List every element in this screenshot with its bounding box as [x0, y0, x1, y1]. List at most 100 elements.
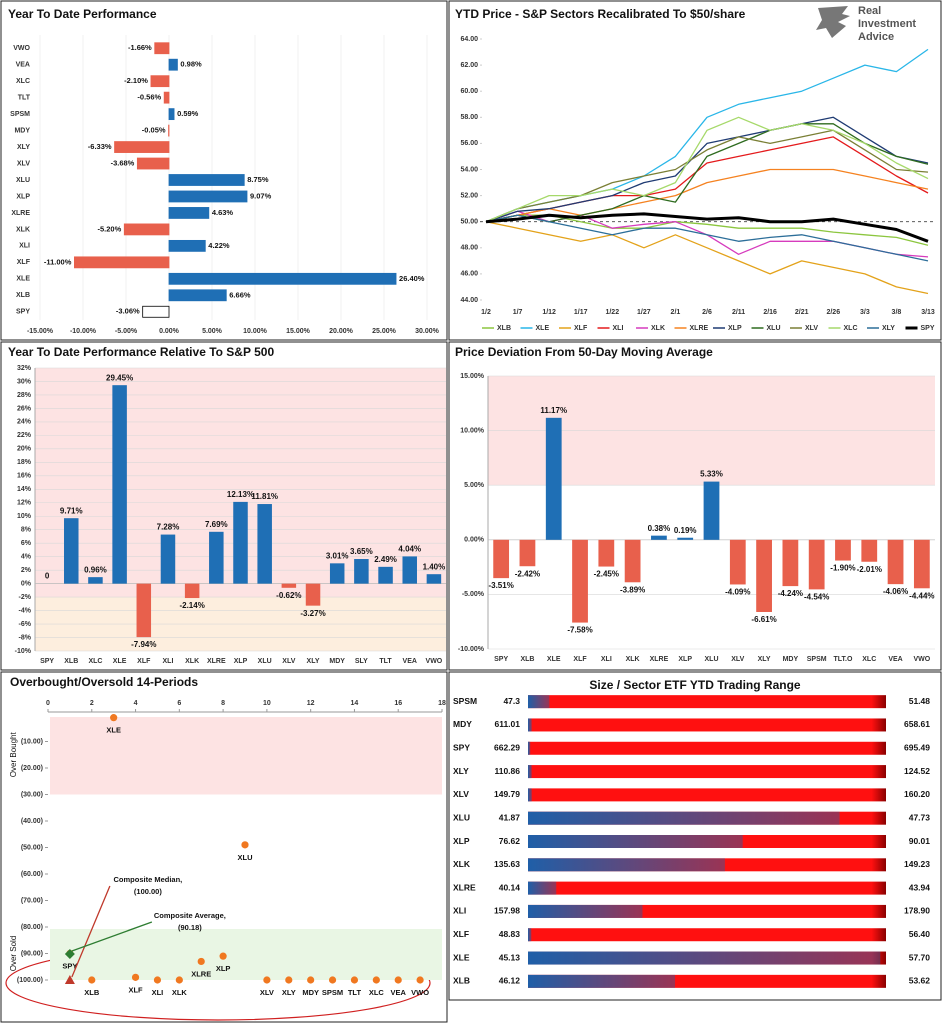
x-tick-label: XLE: [113, 658, 127, 665]
y-tick-label: 4%: [21, 554, 32, 561]
value-label: -3.68%: [111, 159, 135, 168]
category-label: XLF: [17, 259, 31, 266]
value-label: -5.20%: [98, 224, 122, 233]
low-label: 40.14: [499, 882, 521, 892]
x-tick-label: 3/8: [892, 309, 902, 316]
point: [263, 976, 271, 984]
value-label: -7.94%: [131, 640, 156, 649]
row-label: XLP: [453, 836, 470, 846]
x-tick-label: MDY: [783, 656, 799, 663]
range-bar: [528, 928, 886, 942]
x-tick-label: 2: [90, 700, 94, 707]
point-label: XLI: [152, 988, 164, 997]
x-tick-label: -15.00%: [27, 328, 54, 335]
bar: [677, 537, 694, 540]
y-tick-label: 6%: [21, 540, 32, 547]
point-label: XLC: [369, 988, 385, 997]
point: [110, 714, 118, 722]
bar: [402, 556, 417, 584]
low-label: 110.86: [494, 766, 520, 776]
x-tick-label: XLV: [731, 656, 744, 663]
bar: [281, 583, 297, 588]
chart-title: Year To Date Performance Relative To S&P…: [8, 345, 274, 359]
x-tick-label: XLB: [520, 656, 534, 663]
x-tick-label: 20.00%: [329, 328, 354, 335]
x-tick-label: XLC: [88, 658, 102, 665]
low-label: 45.13: [499, 952, 521, 962]
value-label: -4.09%: [725, 588, 750, 597]
y-tick-label: -5.00%: [462, 591, 485, 598]
value-label: -6.61%: [751, 615, 776, 624]
logo-icon: [816, 6, 850, 38]
x-tick-label: XLI: [163, 658, 174, 665]
value-label: -7.58%: [567, 626, 592, 635]
point-label: XLK: [172, 988, 188, 997]
value-label: 12.13%: [227, 490, 254, 499]
legend-label: XLB: [497, 325, 511, 332]
legend-label: XLU: [767, 325, 781, 332]
value-label: 11.81%: [251, 492, 278, 501]
legend-label: XLE: [536, 325, 550, 332]
value-label: 0.59%: [177, 109, 199, 118]
value-label: -3.51%: [488, 581, 513, 590]
bar: [329, 563, 345, 584]
x-tick-label: VEA: [403, 658, 417, 665]
x-tick-label: XLY: [758, 656, 771, 663]
x-tick-label: 0.00%: [159, 328, 180, 335]
panel-border: [0, 0, 448, 341]
x-tick-label: XLK: [185, 658, 199, 665]
annotation-marker: [64, 975, 75, 984]
x-tick-label: TLT: [379, 658, 392, 665]
y-tick-label: 46.00: [460, 271, 478, 278]
x-tick-label: 0: [46, 700, 50, 707]
y-tick-label: -10%: [15, 648, 32, 655]
y-tick-label: (90.00): [21, 950, 43, 957]
x-tick-label: XLK: [626, 656, 640, 663]
y-tick-label: 30%: [17, 378, 32, 385]
point-label: XLE: [106, 726, 121, 735]
category-label: SPY: [16, 309, 30, 316]
x-tick-label: 1/17: [574, 309, 588, 316]
current-bar: [528, 765, 532, 779]
high-label: 124.52: [904, 766, 930, 776]
legend-label: XLC: [844, 325, 858, 332]
chart-title: YTD Price - S&P Sectors Recalibrated To …: [455, 7, 746, 21]
x-tick-label: -5.00%: [115, 328, 138, 335]
category-label: XLU: [16, 177, 30, 184]
x-tick-label: XLU: [258, 658, 272, 665]
legend-label: SPY: [921, 325, 935, 332]
y-tick-label: 44.00: [460, 297, 478, 304]
x-tick-label: XLF: [573, 656, 587, 663]
x-tick-label: 15.00%: [286, 328, 311, 335]
zone-label: Over Sold: [9, 936, 18, 972]
row-label: XLF: [453, 929, 469, 939]
high-label: 56.40: [909, 929, 931, 939]
range-bar: [528, 788, 886, 802]
x-tick-label: 14: [351, 700, 359, 707]
y-tick-label: (50.00): [21, 844, 43, 851]
bar: [233, 501, 248, 584]
bar: [168, 108, 175, 121]
value-label: -1.90%: [830, 564, 855, 573]
chart-title: Year To Date Performance: [8, 7, 157, 21]
x-tick-label: XLP: [234, 658, 248, 665]
low-label: 611.01: [494, 719, 520, 729]
low-label: 662.29: [494, 743, 520, 753]
legend-label: XLK: [651, 325, 665, 332]
value-label: 4.04%: [398, 545, 421, 554]
point-label: XLF: [128, 985, 143, 994]
zone-label: Over Bought: [9, 732, 18, 778]
point-label: XLY: [282, 988, 296, 997]
point: [350, 976, 359, 984]
y-tick-label: 62.00: [460, 62, 478, 69]
x-tick-label: 3/13: [921, 309, 935, 316]
y-tick-label: 50.00: [460, 219, 478, 226]
bar: [378, 566, 393, 584]
x-tick-label: 1/27: [637, 309, 651, 316]
row-label: MDY: [453, 719, 472, 729]
range-bar: [528, 695, 886, 709]
bar: [114, 141, 170, 153]
series-line: [485, 116, 929, 223]
high-label: 51.48: [909, 696, 931, 706]
bar: [209, 531, 224, 584]
